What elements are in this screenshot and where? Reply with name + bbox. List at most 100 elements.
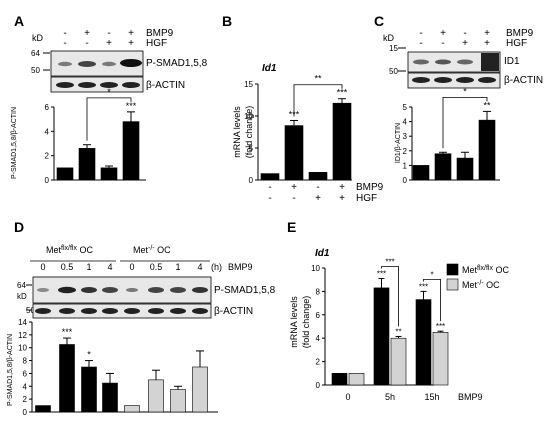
panel-c-marker-15: 15 — [389, 44, 398, 53]
bar — [332, 102, 352, 181]
band — [102, 287, 118, 293]
treatment-sign: + — [339, 193, 345, 204]
band — [435, 59, 451, 65]
bar — [170, 389, 186, 413]
legend-name: Met — [462, 265, 478, 275]
panel-d-group-b-label: Met-/- OC — [133, 245, 171, 255]
time-label: 0 — [40, 262, 45, 272]
band — [124, 308, 140, 314]
panel-c-blot-label-actin: β-ACTIN — [504, 75, 543, 86]
panel-c-kd: kD — [383, 33, 395, 43]
treatment-sign: - — [107, 28, 110, 39]
treatment-sign: - — [63, 28, 66, 39]
bar — [434, 153, 452, 181]
band — [35, 308, 51, 314]
significance-label: *** — [419, 282, 428, 291]
treatment-sign: + — [440, 28, 446, 39]
panel-b-treatments: - + - +- - + + BMP9 HGF — [268, 182, 383, 204]
bracket-label: * — [107, 87, 111, 97]
band — [122, 82, 140, 88]
y-tick-label: 4 — [23, 382, 28, 391]
bar — [415, 299, 432, 386]
band — [56, 82, 74, 88]
panel-d-blot: Metflx/flx OC Met-/- OC 0 0.5 1 4 0 0.5 1 4 (h)… — [17, 245, 276, 319]
bar — [390, 337, 407, 386]
bar — [308, 172, 328, 181]
panel-c-blot: kD 15 50 - + - +- - + + BMP9 HGF ID1 β-ACTIN — [383, 28, 543, 89]
bar — [59, 344, 75, 413]
panel-c-blot-actin — [407, 72, 501, 89]
panel-d-group-b-sup: -/- — [148, 245, 155, 252]
panel-d-blot-actin — [32, 303, 212, 319]
significance-bracket — [423, 278, 441, 322]
legend-suffix: OC — [484, 280, 501, 290]
panel-e-gene-label: Id1 — [315, 248, 330, 259]
y-tick-label: 4 — [316, 334, 321, 343]
y-axis-label: P-SMAD1,5,8/β-ACTIN — [11, 107, 18, 179]
treatment-sign: + — [484, 28, 490, 39]
bar — [373, 287, 390, 386]
treatment-sign: - — [63, 38, 66, 49]
treatment-sign: - — [419, 28, 422, 39]
y-tick-label: 10 — [18, 344, 27, 353]
y-axis-label-2: (fold change) — [301, 296, 311, 349]
y-axis-label: ID1/β-ACTIN — [395, 123, 402, 163]
y-axis-label: P-SMAD1,5,8/β-ACTIN — [7, 334, 14, 406]
panel-a-blot-actin — [50, 76, 144, 93]
panel-d-treatment: BMP9 — [228, 262, 253, 272]
panel-a-hgf-label: HGF — [146, 38, 167, 49]
band — [170, 287, 186, 293]
treatment-sign: + — [462, 38, 468, 49]
bar — [56, 167, 74, 181]
panel-c-blot-id1 — [407, 51, 501, 73]
panel-label-c: C — [374, 13, 384, 29]
panel-label-d: D — [14, 219, 24, 235]
band — [478, 77, 496, 83]
treatment-sign: - — [441, 38, 444, 49]
y-tick-label: 2 — [23, 395, 28, 404]
band — [456, 77, 474, 83]
bracket-label: * — [463, 86, 467, 96]
y-tick-label: 2 — [403, 147, 408, 156]
bracket-label: ** — [314, 74, 322, 84]
treatment-sign: - — [419, 38, 422, 49]
x-tick-label: 5h — [385, 392, 395, 402]
y-tick-label: 8 — [23, 357, 28, 366]
significance-label: * — [87, 350, 91, 360]
panel-label-a: A — [14, 13, 24, 29]
bar — [348, 372, 365, 386]
bar — [148, 379, 164, 413]
y-tick-label: 2 — [316, 358, 321, 367]
panel-a-blot-label-psmad: P-SMAD1,5,8 — [146, 58, 208, 69]
bar — [81, 366, 97, 413]
panel-d-group-b-name: Met — [133, 245, 149, 255]
band — [78, 82, 96, 88]
y-tick-label: 3 — [403, 132, 408, 141]
treatment-sign: + — [128, 38, 134, 49]
bar — [192, 366, 208, 413]
time-label: 4 — [107, 262, 112, 272]
treatment-sign: - — [316, 182, 319, 193]
panel-b-bmp9-label: BMP9 — [356, 182, 384, 193]
y-tick-label: 0 — [316, 381, 321, 390]
band — [192, 308, 208, 314]
panel-a-marker-64: 64 — [31, 49, 40, 58]
time-label: 1 — [86, 262, 91, 272]
bar — [331, 372, 348, 386]
legend-name: Met — [462, 280, 478, 290]
y-tick-label: 6 — [316, 311, 321, 320]
y-tick-label: 0 — [45, 176, 50, 185]
legend-label: Metflx/flx OC — [462, 265, 509, 275]
panel-a-blot: kD 64 50 - + - +- - + + BMP9 HGF P-SMAD1,5,8 β… — [31, 28, 208, 93]
y-tick-label: 15 — [244, 80, 253, 89]
significance-label: ** — [483, 100, 491, 110]
x-tick-label: 0 — [345, 392, 350, 402]
panel-d-blot-label-actin: β-ACTIN — [214, 306, 253, 317]
bar — [124, 405, 140, 413]
band — [102, 61, 116, 67]
band — [58, 61, 72, 67]
